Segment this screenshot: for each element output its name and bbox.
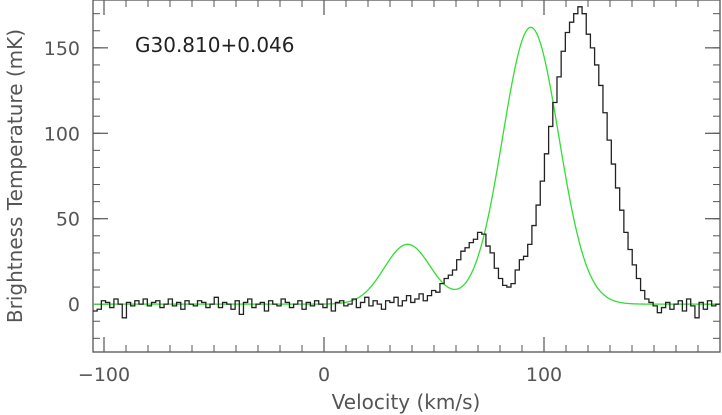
y-axis-title: Brightness Temperature (mK) [3, 29, 27, 323]
spectrum-step-line [93, 6, 720, 319]
gaussian-fit-line [93, 26, 720, 305]
y-tick-label: 0 [68, 294, 80, 316]
plot-frame [92, 0, 721, 353]
major-ticks [93, 0, 720, 352]
y-tick-label: 50 [56, 209, 80, 231]
x-tick-label: −100 [78, 364, 130, 386]
y-tick-labels: 0 50 100 150 [44, 38, 80, 316]
x-axis-title: Velocity (km/s) [332, 390, 481, 414]
x-tick-label: 0 [318, 364, 330, 386]
x-tick-label: 100 [526, 364, 562, 386]
source-annotation: G30.810+0.046 [135, 33, 295, 57]
x-tick-labels: −100 0 100 [78, 364, 562, 386]
y-tick-label: 150 [44, 38, 80, 60]
y-tick-label: 100 [44, 123, 80, 145]
